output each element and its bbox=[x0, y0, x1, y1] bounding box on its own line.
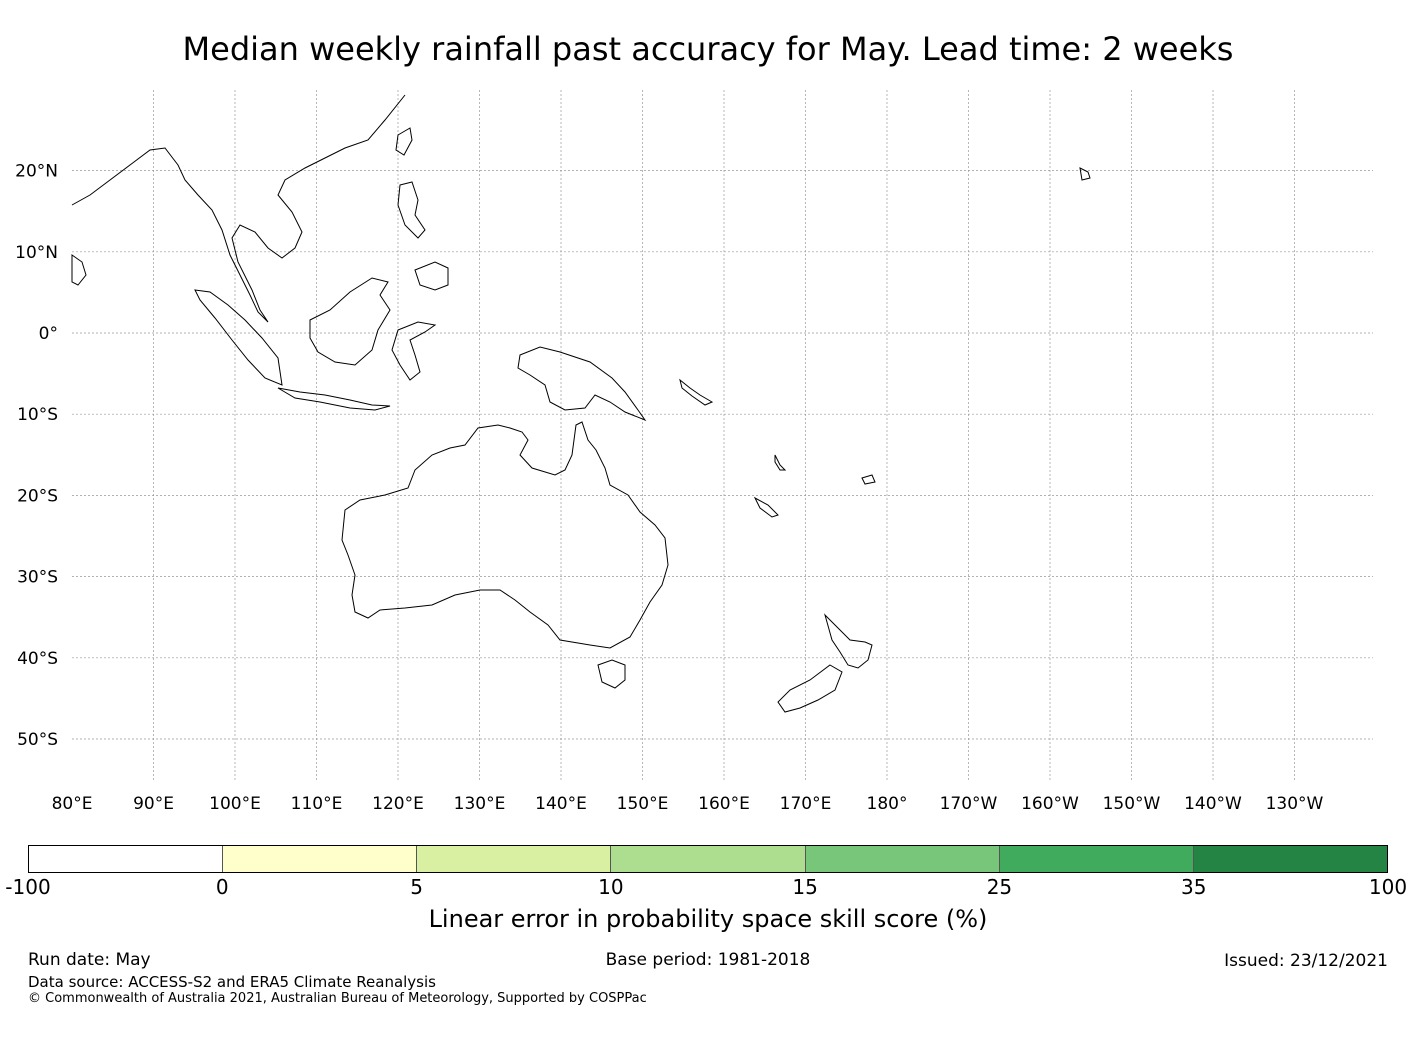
coastline-fiji bbox=[861, 474, 876, 485]
longitude-tick-label: 140°E bbox=[535, 794, 587, 814]
coastline-mindanao bbox=[414, 261, 449, 291]
data-source: Data source: ACCESS-S2 and ERA5 Climate … bbox=[28, 973, 436, 991]
run-date: Run date: May bbox=[28, 950, 151, 970]
copyright: © Commonwealth of Australia 2021, Austra… bbox=[28, 991, 647, 1006]
colorbar-tick-label: 35 bbox=[1180, 875, 1207, 899]
latitude-tick-label: 10°S bbox=[17, 405, 58, 425]
longitude-tick-label: 130°W bbox=[1266, 794, 1324, 814]
longitude-tick-label: 180° bbox=[867, 794, 908, 814]
colorbar-segment bbox=[1193, 846, 1387, 872]
issued-date: Issued: 23/12/2021 bbox=[1224, 951, 1388, 971]
coastline-australia bbox=[341, 421, 669, 649]
colorbar-title: Linear error in probability space skill … bbox=[428, 905, 988, 933]
colorbar-tick-label: 5 bbox=[410, 875, 423, 899]
coastline-new-guinea bbox=[517, 346, 647, 422]
colorbar-segment bbox=[29, 846, 224, 872]
longitude-tick-label: 80°E bbox=[52, 794, 93, 814]
coastline-new-zealand-north bbox=[824, 613, 873, 669]
coastline-vanuatu bbox=[774, 454, 787, 471]
longitude-tick-label: 170°W bbox=[940, 794, 998, 814]
longitude-tick-label: 110°E bbox=[291, 794, 343, 814]
longitude-tick-labels: 80°E 90°E 100°E 110°E 120°E 130°E 140°E 150°E 16… bbox=[52, 794, 1324, 814]
chart-title: Median weekly rainfall past accuracy for… bbox=[182, 30, 1234, 68]
colorbar-segment bbox=[417, 846, 612, 872]
longitude-tick-label: 150°W bbox=[1103, 794, 1161, 814]
colorbar-segment bbox=[611, 846, 806, 872]
coastline-sri-lanka bbox=[71, 254, 87, 286]
colorbar-segment bbox=[223, 846, 418, 872]
gridlines bbox=[72, 90, 1373, 780]
latitude-tick-label: 30°S bbox=[17, 568, 58, 588]
colorbar bbox=[28, 845, 1388, 873]
coastline-mainland-asia bbox=[71, 94, 406, 323]
base-period: Base period: 1981-2018 bbox=[605, 950, 811, 970]
longitude-tick-label: 120°E bbox=[372, 794, 424, 814]
colorbar-tick-label: 15 bbox=[792, 875, 818, 899]
coastline-hawaii bbox=[1079, 167, 1091, 181]
longitude-tick-label: 100°E bbox=[209, 794, 261, 814]
longitude-tick-label: 160°E bbox=[698, 794, 750, 814]
colorbar-segment bbox=[999, 846, 1194, 872]
coastline-taiwan bbox=[395, 127, 413, 156]
colorbar-tick-label: 0 bbox=[215, 875, 229, 899]
coastline-tasmania bbox=[597, 659, 626, 689]
colorbar-tick-label: 100 bbox=[1368, 875, 1408, 899]
latitude-tick-label: 50°S bbox=[17, 730, 58, 750]
coastline-sumatra bbox=[194, 289, 283, 386]
longitude-tick-label: 150°E bbox=[617, 794, 669, 814]
coastlines bbox=[71, 94, 1091, 713]
latitude-tick-label: 10°N bbox=[15, 243, 58, 263]
longitude-tick-label: 140°W bbox=[1184, 794, 1242, 814]
longitude-tick-label: 130°E bbox=[454, 794, 506, 814]
coastline-new-caledonia bbox=[753, 496, 779, 518]
longitude-tick-label: 160°W bbox=[1021, 794, 1079, 814]
latitude-tick-label: 20°N bbox=[15, 162, 58, 182]
latitude-tick-label: 20°S bbox=[17, 486, 58, 506]
latitude-tick-labels: 20°N 10°N 0° 10°S 20°S 30°S 40°S 50°S bbox=[15, 162, 58, 750]
coastline-java bbox=[277, 387, 391, 411]
colorbar-segment bbox=[805, 846, 1000, 872]
latitude-tick-label: 40°S bbox=[17, 649, 58, 669]
longitude-tick-label: 170°E bbox=[780, 794, 832, 814]
coastline-solomon-islands bbox=[679, 378, 714, 406]
colorbar-tick-label: 25 bbox=[986, 875, 1013, 899]
latitude-tick-label: 0° bbox=[39, 324, 58, 344]
coastline-luzon bbox=[397, 181, 426, 239]
map-plot: 20°N 10°N 0° 10°S 20°S 30°S 40°S 50°S 80°E 90°E 1… bbox=[15, 90, 1373, 814]
colorbar-tick-label: -100 bbox=[5, 875, 51, 899]
coastline-sulawesi bbox=[391, 321, 437, 381]
coastline-borneo bbox=[309, 277, 391, 366]
colorbar-tick-label: 10 bbox=[598, 875, 624, 899]
longitude-tick-label: 90°E bbox=[133, 794, 174, 814]
coastline-new-zealand-south bbox=[777, 664, 843, 713]
